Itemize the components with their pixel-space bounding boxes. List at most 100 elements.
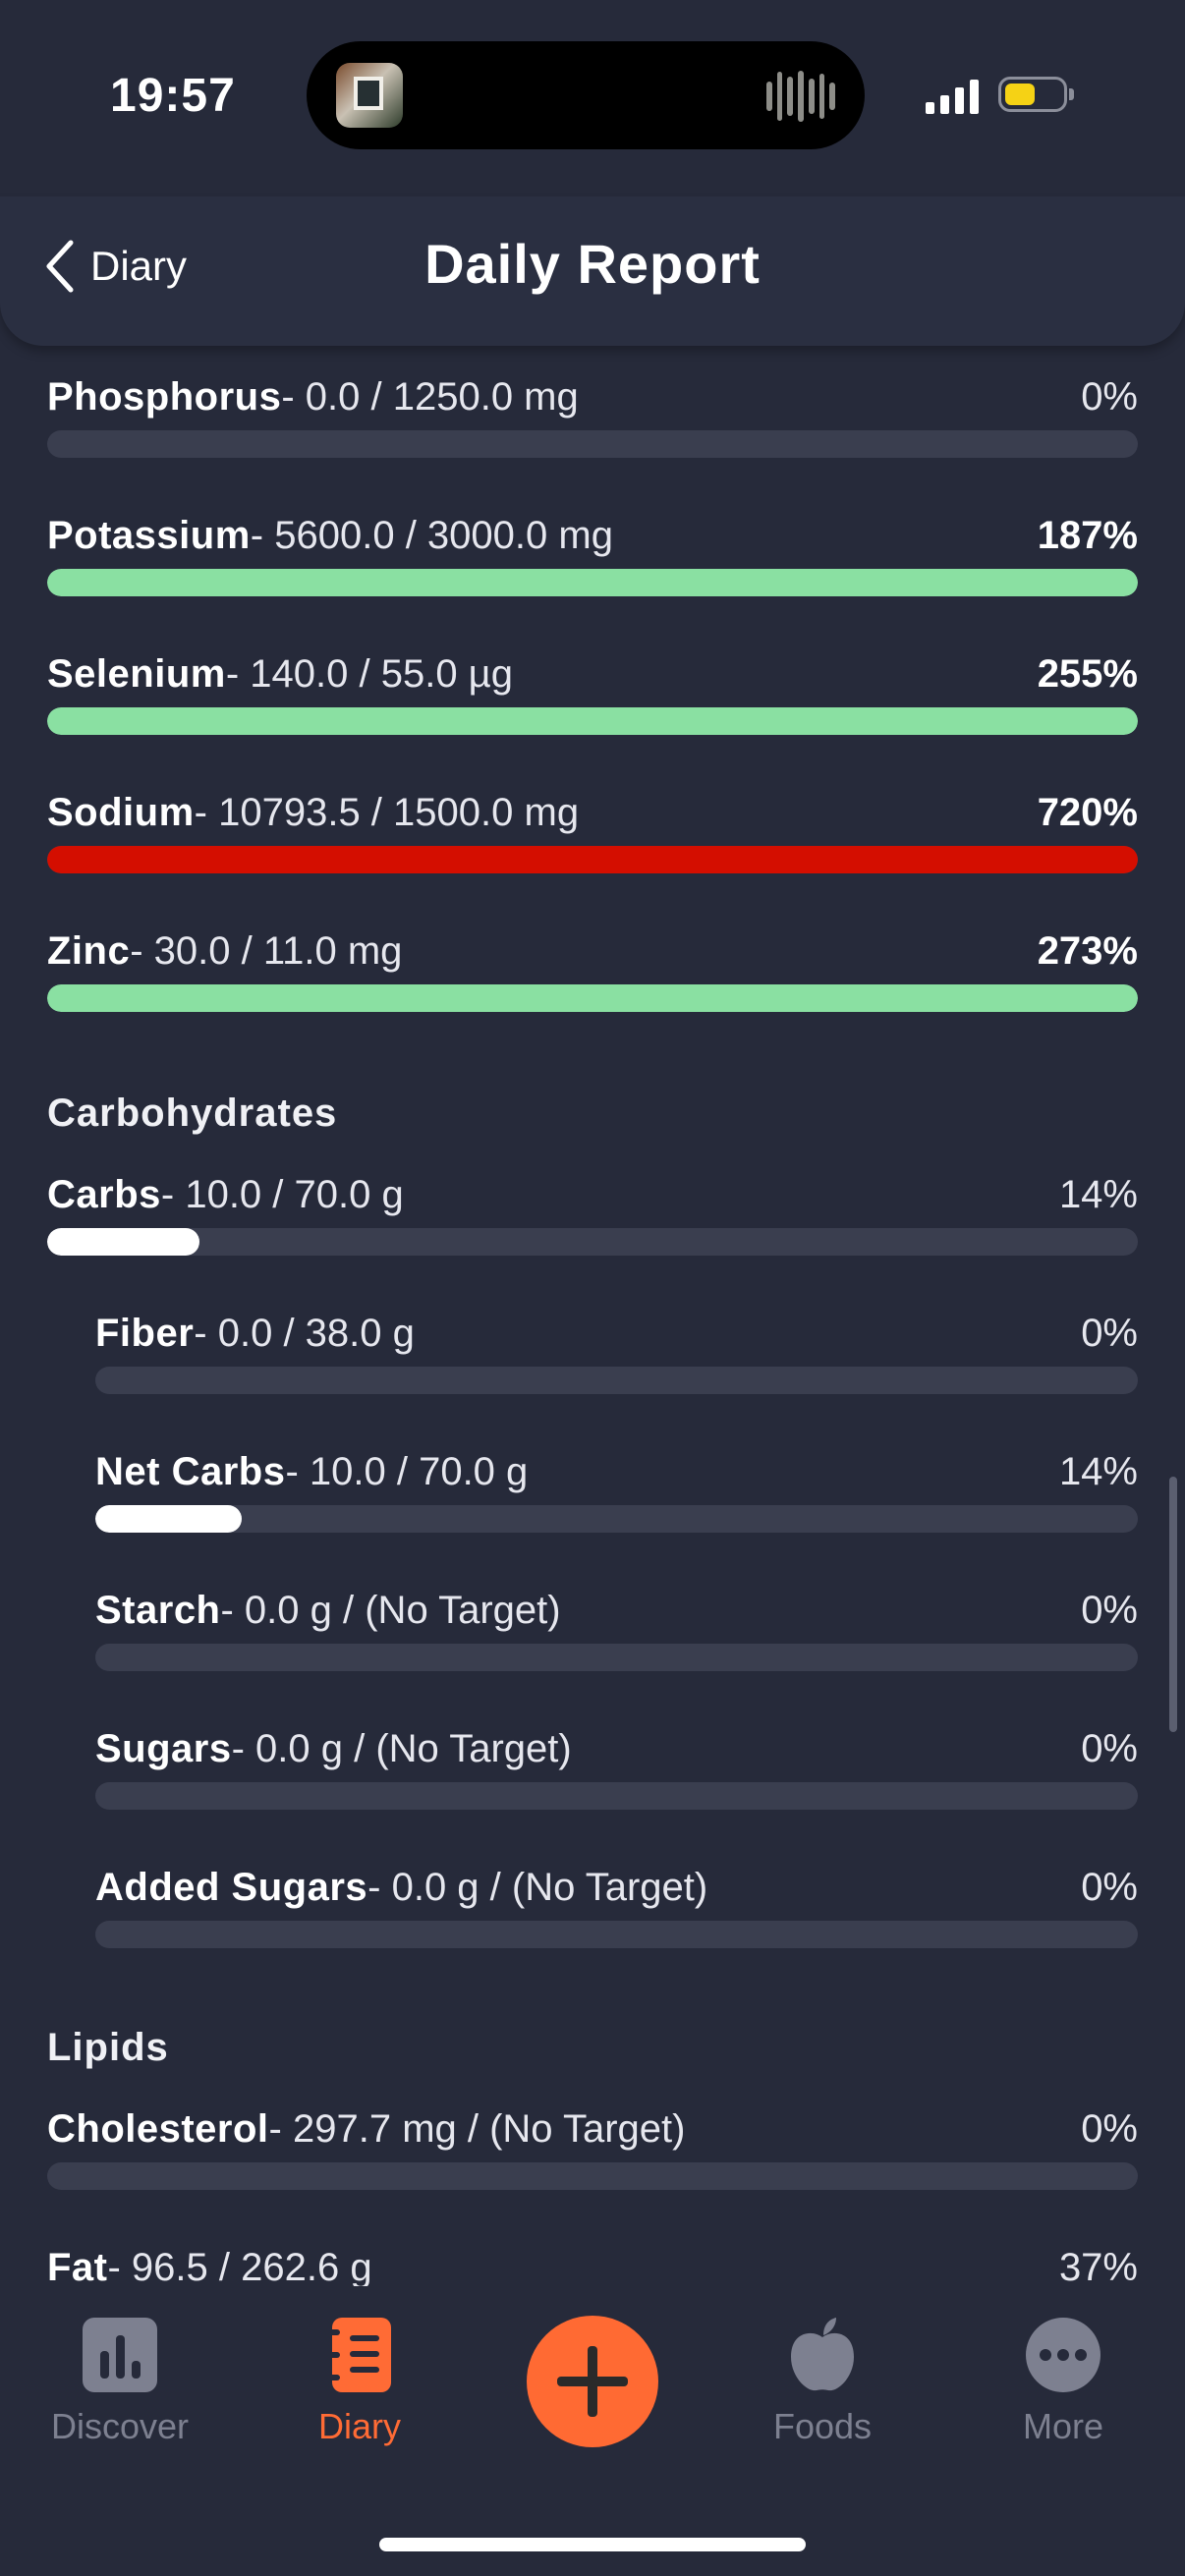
audio-waveform-icon	[766, 71, 836, 122]
nutrient-row-carbs[interactable]: Carbs- 10.0 / 70.0 g 14%	[47, 1173, 1138, 1271]
progress-track	[47, 569, 1138, 596]
nutrient-row-starch[interactable]: Starch- 0.0 g / (No Target) 0%	[95, 1589, 1138, 1687]
scrollbar[interactable]	[1169, 1477, 1177, 1732]
progress-fill	[47, 984, 1138, 1012]
progress-fill	[47, 569, 1138, 596]
tab-foods[interactable]: Foods	[724, 2316, 921, 2447]
tab-diary[interactable]: Diary	[261, 2316, 458, 2447]
nutrient-row-sodium[interactable]: Sodium- 10793.5 / 1500.0 mg 720%	[47, 791, 1138, 889]
now-playing-thumbnail[interactable]	[336, 63, 403, 128]
nutrient-amount: - 0.0 / 1250.0 mg	[281, 375, 579, 419]
apple-icon	[791, 2318, 854, 2391]
tab-discover[interactable]: Discover	[22, 2316, 218, 2447]
status-bar: 19:57	[0, 0, 1185, 196]
nutrient-row-zinc[interactable]: Zinc- 30.0 / 11.0 mg 273%	[47, 929, 1138, 1028]
nutrient-percent: 14%	[1058, 1173, 1138, 1216]
nutrient-row-selenium[interactable]: Selenium- 140.0 / 55.0 µg 255%	[47, 652, 1138, 751]
back-label: Diary	[90, 243, 188, 289]
nutrient-name: Zinc	[47, 929, 131, 973]
header: Diary Daily Report	[0, 196, 1185, 346]
tab-label: Diary	[317, 2406, 401, 2446]
nutrient-percent: 14%	[1058, 1450, 1138, 1493]
home-indicator	[379, 2538, 806, 2551]
nutrient-percent: 0%	[1081, 1727, 1138, 1770]
nutrient-percent: 187%	[1037, 514, 1138, 557]
progress-track	[47, 707, 1138, 735]
nutrient-name: Sodium	[47, 791, 195, 834]
tab-bar: Discover Diary Foods	[0, 2286, 1185, 2576]
progress-fill	[47, 846, 1138, 873]
report-content[interactable]: Phosphorus- 0.0 / 1250.0 mg 0% Potassium…	[0, 346, 1185, 2286]
nutrient-name: Fiber	[95, 1312, 195, 1355]
nutrient-name: Net Carbs	[95, 1450, 286, 1493]
battery-icon	[998, 77, 1067, 112]
nutrient-row-cholesterol[interactable]: Cholesterol- 297.7 mg / (No Target) 0%	[47, 2107, 1138, 2206]
nutrient-percent: 720%	[1037, 791, 1138, 834]
nutrient-amount: - 10793.5 / 1500.0 mg	[194, 791, 580, 834]
tab-label: Foods	[772, 2406, 873, 2446]
bar-chart-icon	[83, 2318, 157, 2392]
progress-track	[95, 1367, 1138, 1394]
progress-track	[95, 1782, 1138, 1810]
nutrient-name: Selenium	[47, 652, 226, 696]
page-title: Daily Report	[424, 233, 761, 295]
progress-track	[47, 984, 1138, 1012]
nutrient-percent: 37%	[1058, 2246, 1138, 2286]
nutrient-name: Sugars	[95, 1727, 232, 1770]
dynamic-island[interactable]	[307, 41, 865, 149]
progress-fill	[47, 1228, 200, 1256]
nutrient-amount: - 10.0 / 70.0 g	[285, 1450, 529, 1493]
back-button[interactable]: Diary	[43, 232, 187, 301]
cellular-signal-icon	[926, 80, 979, 114]
nutrient-amount: - 297.7 mg / (No Target)	[268, 2107, 686, 2151]
nutrient-percent: 0%	[1081, 1589, 1138, 1632]
nutrient-amount: - 96.5 / 262.6 g	[107, 2246, 372, 2286]
progress-track	[47, 1228, 1138, 1256]
nutrient-percent: 0%	[1081, 1866, 1138, 1909]
nutrient-name: Potassium	[47, 514, 251, 557]
more-dots-icon	[1026, 2318, 1100, 2392]
battery-tip	[1069, 88, 1074, 100]
nutrient-amount: - 140.0 / 55.0 µg	[225, 652, 513, 696]
nutrient-row-net-carbs[interactable]: Net Carbs- 10.0 / 70.0 g 14%	[95, 1450, 1138, 1548]
nutrient-name: Cholesterol	[47, 2107, 269, 2151]
nutrient-row-fiber[interactable]: Fiber- 0.0 / 38.0 g 0%	[95, 1312, 1138, 1410]
nutrient-amount: - 0.0 g / (No Target)	[231, 1727, 572, 1770]
notebook-icon	[326, 2318, 391, 2392]
nutrient-amount: - 0.0 / 38.0 g	[194, 1312, 415, 1355]
nutrient-percent: 0%	[1081, 1312, 1138, 1355]
nutrient-name: Phosphorus	[47, 375, 282, 419]
progress-fill	[47, 707, 1138, 735]
section-title-lipids: Lipids	[47, 2026, 169, 2069]
nutrient-row-fat[interactable]: Fat- 96.5 / 262.6 g 37%	[47, 2246, 1138, 2286]
progress-track	[47, 430, 1138, 458]
nutrient-row-added-sugars[interactable]: Added Sugars- 0.0 g / (No Target) 0%	[95, 1866, 1138, 1964]
nutrient-percent: 255%	[1037, 652, 1138, 696]
section-title-carbohydrates: Carbohydrates	[47, 1092, 338, 1135]
nutrient-percent: 273%	[1037, 929, 1138, 973]
progress-track	[95, 1505, 1138, 1533]
nutrient-amount: - 30.0 / 11.0 mg	[130, 929, 403, 973]
progress-fill	[95, 1505, 242, 1533]
tab-label: Discover	[50, 2406, 190, 2446]
nutrient-percent: 0%	[1081, 2107, 1138, 2151]
add-button[interactable]	[527, 2316, 658, 2447]
progress-track	[95, 1644, 1138, 1671]
tab-more[interactable]: More	[965, 2316, 1161, 2447]
progress-track	[47, 2162, 1138, 2190]
nutrient-amount: - 5600.0 / 3000.0 mg	[250, 514, 613, 557]
chevron-left-icon	[46, 240, 74, 293]
nutrient-amount: - 0.0 g / (No Target)	[367, 1866, 708, 1909]
tab-label: More	[1022, 2406, 1104, 2446]
nutrient-row-potassium[interactable]: Potassium- 5600.0 / 3000.0 mg 187%	[47, 514, 1138, 612]
status-time: 19:57	[110, 70, 236, 122]
progress-track	[95, 1921, 1138, 1948]
nutrient-amount: - 0.0 g / (No Target)	[220, 1589, 561, 1632]
nutrient-row-sugars[interactable]: Sugars- 0.0 g / (No Target) 0%	[95, 1727, 1138, 1825]
nutrient-name: Fat	[47, 2246, 108, 2286]
nutrient-name: Added Sugars	[95, 1866, 368, 1909]
progress-track	[47, 846, 1138, 873]
nutrient-row-phosphorus[interactable]: Phosphorus- 0.0 / 1250.0 mg 0%	[47, 375, 1138, 474]
nutrient-percent: 0%	[1081, 375, 1138, 419]
nutrient-amount: - 10.0 / 70.0 g	[160, 1173, 404, 1216]
